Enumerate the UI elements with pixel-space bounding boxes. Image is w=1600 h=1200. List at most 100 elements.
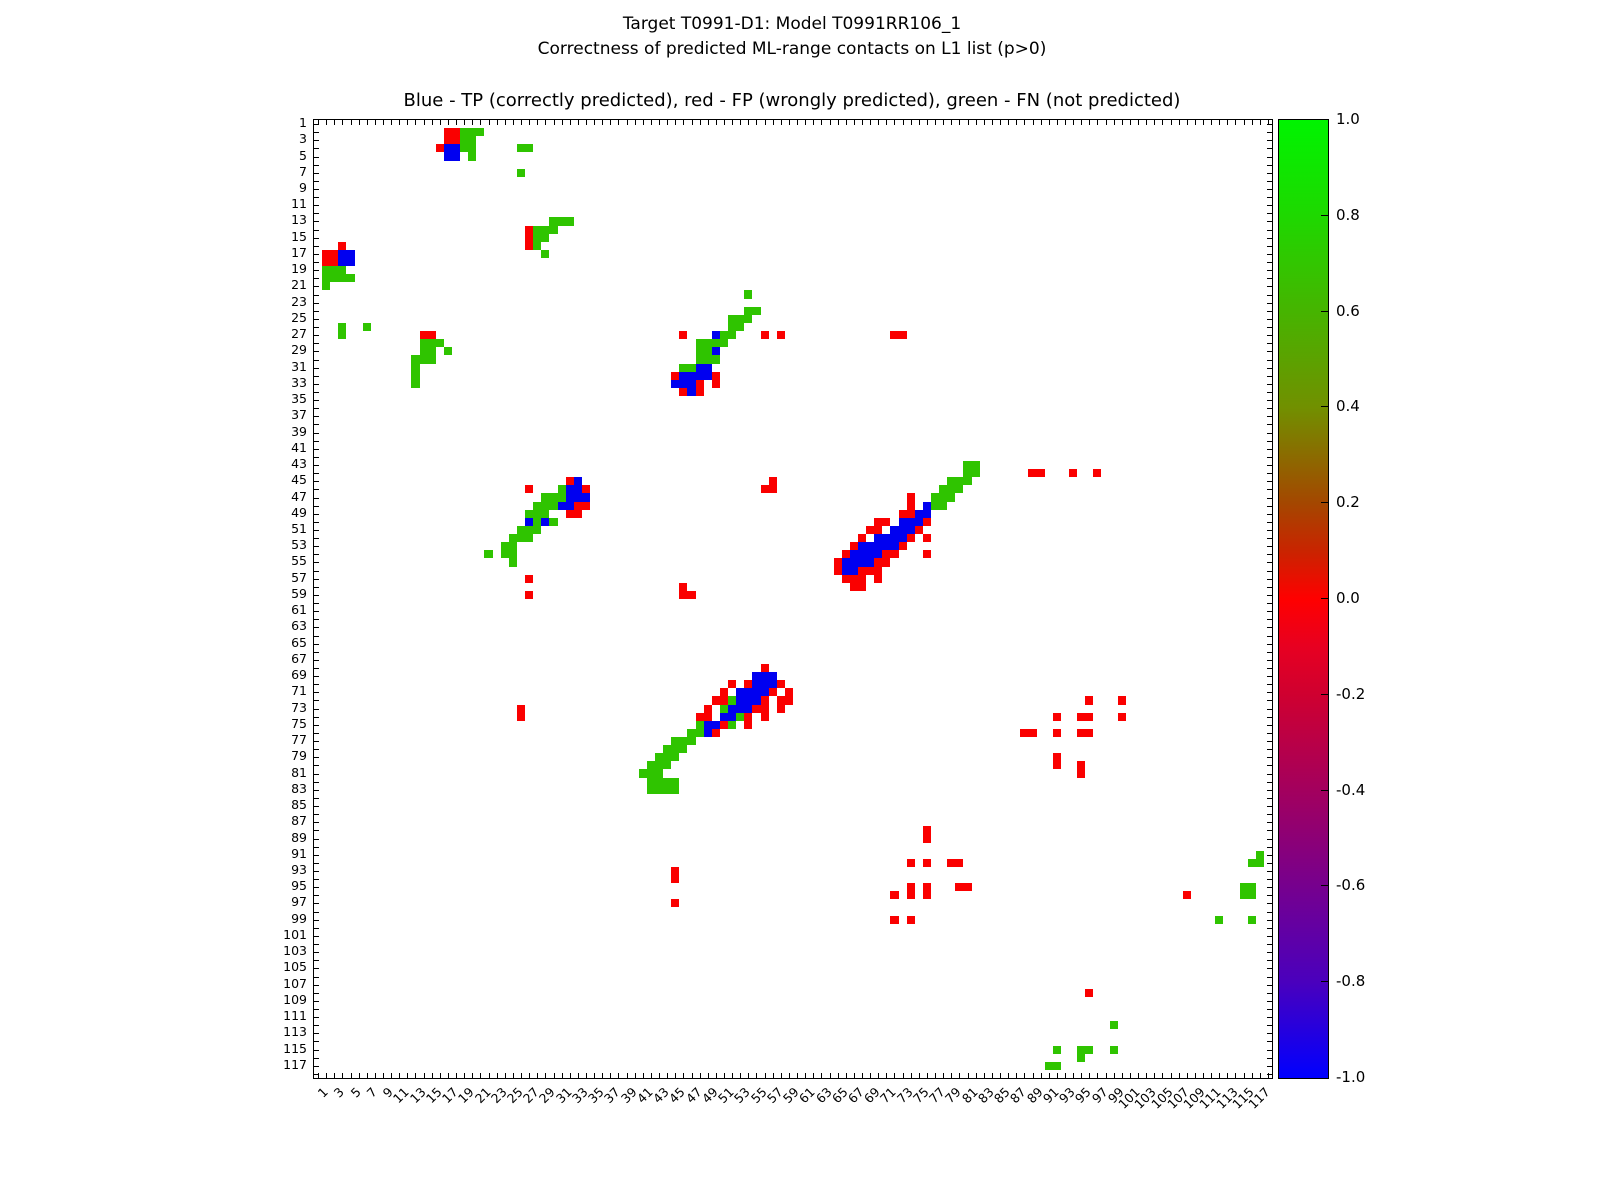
x-tick-top bbox=[1016, 120, 1018, 125]
heatmap-cell bbox=[736, 704, 745, 713]
x-tick-bottom bbox=[496, 1073, 498, 1078]
heatmap-cell bbox=[947, 858, 956, 867]
y-tick-left bbox=[314, 1057, 319, 1059]
x-tick-bottom bbox=[862, 1073, 863, 1078]
x-tick-top bbox=[1081, 120, 1083, 125]
x-tick-bottom bbox=[553, 1073, 555, 1078]
x-tick-top bbox=[862, 120, 863, 125]
heatmap-cell bbox=[427, 339, 436, 348]
y-tick-label: 103 bbox=[283, 943, 307, 959]
heatmap-cell bbox=[322, 266, 331, 275]
heatmap-cell bbox=[525, 534, 534, 543]
heatmap-cell bbox=[744, 306, 753, 315]
x-tick-top bbox=[894, 120, 896, 125]
heatmap-cell bbox=[500, 550, 509, 559]
y-tick-right bbox=[1267, 822, 1272, 824]
heatmap-cell bbox=[906, 501, 915, 510]
y-tick-right bbox=[1267, 270, 1272, 272]
y-tick-right bbox=[1267, 895, 1272, 897]
y-tick-right bbox=[1267, 1073, 1272, 1075]
x-tick-top bbox=[829, 120, 831, 125]
heatmap-cell bbox=[703, 720, 712, 729]
x-tick-bottom bbox=[740, 1073, 742, 1078]
heatmap-cell bbox=[1069, 469, 1078, 478]
y-tick-right bbox=[1267, 253, 1272, 255]
y-tick-left bbox=[314, 741, 319, 743]
y-tick-label: 105 bbox=[283, 959, 307, 975]
y-tick-left bbox=[314, 229, 319, 231]
x-tick-top bbox=[1227, 120, 1229, 125]
heatmap-cell bbox=[508, 542, 517, 551]
y-tick-left bbox=[314, 700, 319, 702]
y-tick-right bbox=[1267, 1017, 1272, 1019]
y-tick-right bbox=[1267, 611, 1272, 613]
y-tick-left bbox=[314, 554, 319, 556]
heatmap-cell bbox=[1085, 728, 1094, 737]
y-tick-label: 107 bbox=[283, 975, 307, 991]
x-tick-bottom bbox=[594, 1073, 596, 1078]
x-tick-bottom bbox=[1138, 1073, 1140, 1078]
heatmap-cell bbox=[638, 769, 647, 778]
heatmap-cell bbox=[841, 566, 850, 575]
heatmap-cell bbox=[330, 249, 339, 258]
x-tick-top bbox=[1000, 120, 1002, 125]
y-tick-right bbox=[1267, 189, 1272, 190]
x-tick-top bbox=[967, 120, 969, 125]
y-tick-left bbox=[314, 846, 319, 848]
heatmap-cell bbox=[525, 233, 534, 242]
y-tick-left bbox=[314, 489, 319, 491]
x-tick-bottom bbox=[1105, 1073, 1107, 1078]
heatmap-cell bbox=[841, 574, 850, 583]
x-tick-top bbox=[813, 120, 815, 125]
heatmap-cell bbox=[849, 550, 858, 559]
y-tick-left bbox=[314, 651, 319, 653]
heatmap-cell bbox=[1247, 858, 1256, 867]
y-tick-right bbox=[1267, 919, 1272, 921]
x-tick-top bbox=[1186, 120, 1188, 125]
heatmap-cell bbox=[882, 550, 891, 559]
y-tick-left bbox=[314, 935, 319, 937]
y-tick-right bbox=[1267, 1057, 1272, 1059]
y-tick-left bbox=[314, 773, 319, 775]
heatmap-cell bbox=[1052, 753, 1061, 762]
y-tick-left bbox=[314, 976, 319, 978]
x-tick-bottom bbox=[1162, 1073, 1164, 1078]
y-tick-label: 53 bbox=[291, 537, 307, 553]
heatmap-cell bbox=[760, 663, 769, 673]
heatmap-cell bbox=[1044, 1061, 1053, 1070]
heatmap-cell bbox=[557, 493, 566, 502]
y-tick-label: 63 bbox=[291, 618, 307, 634]
y-tick-left bbox=[314, 586, 319, 588]
heatmap-cell bbox=[679, 387, 688, 397]
y-tick-right bbox=[1267, 732, 1272, 734]
heatmap-cell bbox=[1085, 696, 1094, 705]
heatmap-cell bbox=[1077, 728, 1086, 737]
heatmap-cell bbox=[906, 525, 915, 535]
heatmap-cell bbox=[922, 826, 931, 835]
y-tick-right bbox=[1267, 172, 1272, 174]
y-tick-right bbox=[1267, 367, 1272, 369]
x-tick-bottom bbox=[439, 1073, 441, 1078]
heatmap-cell bbox=[890, 915, 899, 924]
y-tick-right bbox=[1267, 1025, 1272, 1027]
heatmap-cell bbox=[687, 728, 696, 737]
heatmap-cell bbox=[857, 558, 867, 567]
heatmap-cell bbox=[322, 274, 331, 283]
x-tick-top bbox=[391, 120, 393, 125]
heatmap-cell bbox=[760, 680, 769, 689]
y-tick-left bbox=[314, 765, 319, 767]
x-tick-bottom bbox=[1154, 1073, 1156, 1078]
y-tick-left bbox=[314, 927, 319, 929]
heatmap-cell bbox=[711, 728, 720, 737]
x-tick-bottom bbox=[659, 1073, 661, 1078]
heatmap-cell bbox=[565, 509, 574, 518]
heatmap-cell bbox=[906, 883, 915, 892]
heatmap-cell bbox=[890, 542, 899, 551]
heatmap-cell bbox=[866, 542, 875, 551]
heatmap-cell bbox=[768, 672, 777, 681]
y-tick-left bbox=[314, 294, 319, 296]
heatmap-cell bbox=[833, 566, 842, 575]
heatmap-cell bbox=[744, 688, 753, 697]
x-tick-bottom bbox=[545, 1073, 547, 1078]
heatmap-cell bbox=[549, 225, 558, 234]
